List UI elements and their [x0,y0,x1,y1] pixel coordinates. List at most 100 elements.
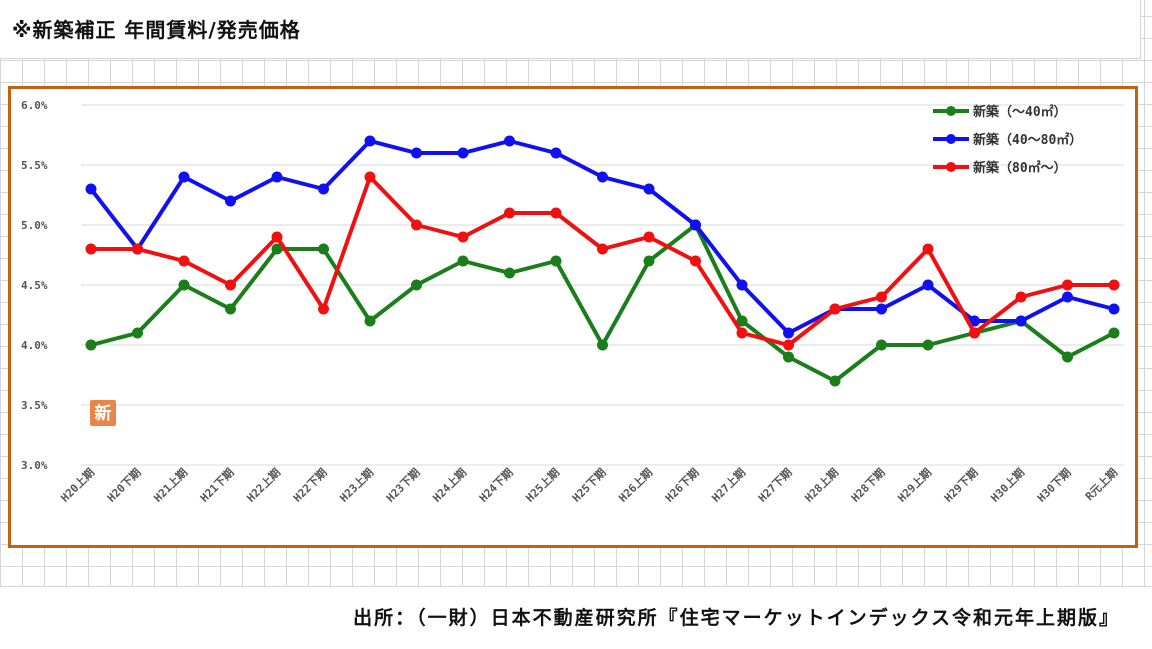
line-chart: 3.0%3.5%4.0%4.5%5.0%5.5%6.0% H20上期 H20下期 H… [21,99,1124,505]
data-point [643,255,655,267]
data-point [1062,351,1073,363]
data-point [922,243,934,255]
data-point [457,255,469,267]
x-tick-label: R元上期 [1082,465,1120,503]
x-tick-label: H21下期 [197,465,237,505]
y-tick-label: 5.5% [21,159,48,172]
data-point [550,207,562,219]
data-point [457,147,469,159]
data-point [225,279,236,291]
data-point [736,315,748,327]
data-point [85,339,97,351]
page-title: ※新築補正 年間賃料/発売価格 [12,18,301,42]
data-point [178,171,190,183]
data-point [85,183,97,195]
chart-frame: 3.0% 3.5% 4.0% 4.5% 5.0% 5.5% 6.0% H20上期 H20下期 H… [8,86,1138,548]
data-point [271,243,283,255]
data-point [643,183,655,195]
data-point [132,243,143,255]
data-point [132,327,143,339]
data-point [1015,291,1027,303]
x-tick-label: H25上期 [523,465,563,505]
x-axis-ticks: H20上期 H20下期 H21上期 H21下期 H22上期 H22下期 H23上期 H23下期… [58,465,1121,505]
data-point [829,303,841,315]
data-point [736,279,748,291]
source-citation: 出所：（一財）日本不動産研究所『住宅マーケットインデックス令和元年上期版』 [353,607,1120,629]
data-point [178,279,190,291]
data-point [411,279,422,291]
x-tick-label: H23上期 [337,465,377,505]
data-point [178,255,190,267]
x-tick-label: H28下期 [848,465,888,505]
x-tick-label: H21上期 [151,465,191,505]
y-tick-label: 6.0% [21,99,48,112]
data-point [922,339,934,351]
data-point [504,207,515,219]
x-tick-label: H27上期 [709,465,749,505]
data-point [969,327,980,339]
title-band: ※新築補正 年間賃料/発売価格 [0,0,1141,59]
x-tick-label: H23下期 [383,465,423,505]
y-tick-label: 5.0% [21,219,48,232]
legend-marker [946,162,956,172]
x-tick-label: H25下期 [569,465,609,505]
data-point [876,303,887,315]
data-point [597,339,608,351]
data-point [1062,279,1073,291]
data-point [225,303,236,315]
data-point [969,315,980,327]
data-point [783,339,794,351]
data-point [1108,327,1120,339]
y-tick-label: 4.0% [21,339,48,352]
data-point [271,171,283,183]
new-badge-box [90,400,116,426]
gridlines [81,104,1124,466]
data-point [318,303,329,315]
x-tick-label: H22下期 [290,465,330,505]
data-point [783,327,794,339]
data-point [876,291,887,303]
new-badge-label: 新 [95,403,112,424]
data-point [690,255,701,267]
legend-label: 新築（～40㎡） [973,104,1067,120]
x-tick-label: H28上期 [802,465,842,505]
data-point [597,171,608,183]
series-line [89,175,1116,347]
source-band: 出所：（一財）日本不動産研究所『住宅マーケットインデックス令和元年上期版』 [0,586,1152,649]
x-tick-label: H24下期 [476,465,516,505]
data-point [1015,315,1027,327]
data-point [318,183,329,195]
data-point [829,375,841,387]
new-badge: 新 [90,400,116,426]
x-tick-label: H27下期 [755,465,795,505]
data-point [504,135,515,147]
data-point [364,315,376,327]
legend-marker [946,134,956,144]
y-tick-label: 3.0% [21,459,48,472]
data-point [736,327,748,339]
legend-marker [946,106,956,116]
data-point [876,339,887,351]
data-point [318,243,329,255]
data-point [85,243,97,255]
series-lines [85,135,1120,387]
data-point [457,231,469,243]
data-point [271,231,283,243]
y-tick-label: 4.5% [21,279,48,292]
data-point [643,231,655,243]
x-tick-label: H29上期 [895,465,935,505]
x-tick-label: H20上期 [58,465,98,505]
y-tick-label: 3.5% [21,399,48,412]
x-tick-label: H29下期 [941,465,981,505]
data-point [1062,291,1073,303]
data-point [783,351,794,363]
data-point [550,255,562,267]
data-point [597,243,608,255]
x-tick-label: H30下期 [1034,465,1074,505]
x-tick-label: H20下期 [104,465,144,505]
data-point [504,267,515,279]
x-tick-label: H26下期 [662,465,702,505]
data-point [1108,303,1120,315]
data-point [364,135,376,147]
data-point [225,195,236,207]
